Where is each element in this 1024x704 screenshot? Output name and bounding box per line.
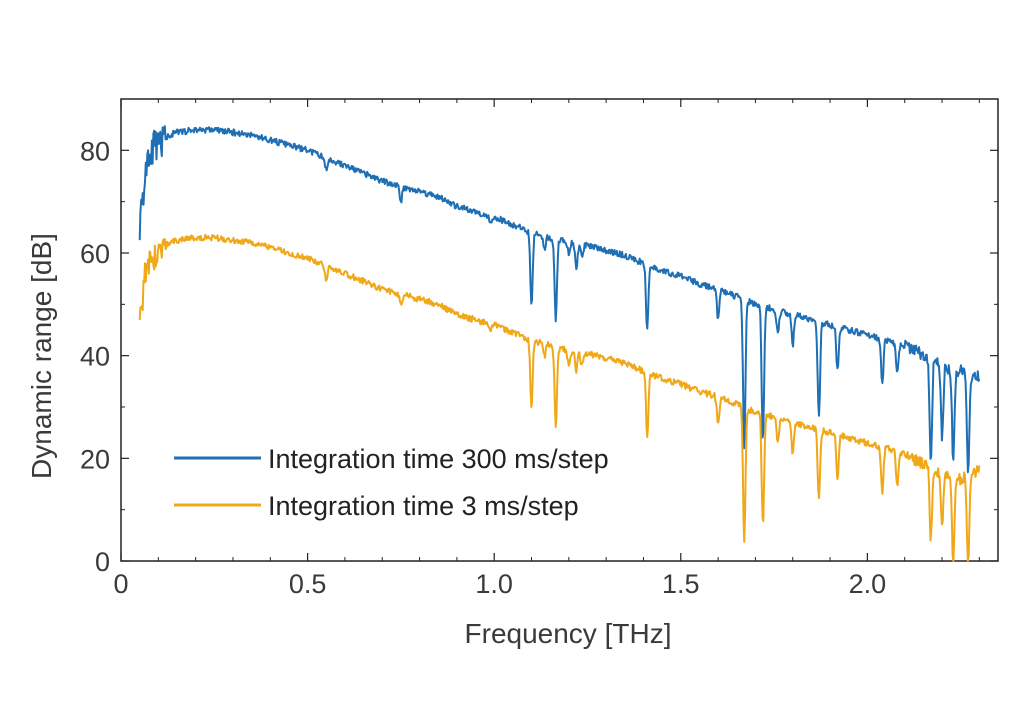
x-tick-label: 0.5 [289,569,327,599]
legend-label-series-2: Integration time 3 ms/step [268,491,579,521]
y-tick-label: 60 [80,239,110,269]
x-tick-label: 1.5 [662,569,700,599]
x-tick-label: 1.0 [475,569,513,599]
legend-label-series-1: Integration time 300 ms/step [268,444,609,474]
tick-labels: 0 0.5 1.0 1.5 2.0 0 20 40 60 80 [80,136,886,599]
series-layer [138,125,981,562]
x-axis-label: Frequency [THz] [465,618,672,649]
series-line-2 [138,233,981,562]
x-tick-label: 0 [113,569,128,599]
y-axis-label: Dynamic range [dB] [26,233,57,479]
y-tick-label: 40 [80,342,110,372]
x-tick-label: 2.0 [849,569,887,599]
legend: Integration time 300 ms/step Integration… [174,444,609,521]
plot-frame [120,98,999,562]
y-tick-label: 20 [80,444,110,474]
series-line-1 [138,125,981,474]
y-tick-label: 0 [95,547,110,577]
axis-ticks [120,99,998,562]
y-tick-label: 80 [80,136,110,166]
